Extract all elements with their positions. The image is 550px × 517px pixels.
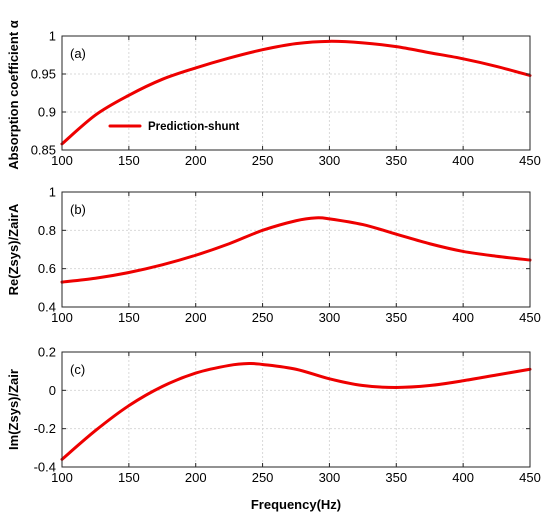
x-tick-label-2-6: 400 bbox=[452, 470, 474, 485]
plot-frame-2 bbox=[61, 351, 531, 468]
x-tick-label-0-7: 450 bbox=[519, 153, 541, 168]
y-tick-label-2-1: -0.2 bbox=[34, 421, 56, 436]
x-tick-label-2-2: 200 bbox=[185, 470, 207, 485]
plot-frame-1 bbox=[61, 191, 531, 308]
panel-label-2: (c) bbox=[70, 362, 85, 377]
plot-area-0 bbox=[62, 36, 530, 150]
series-line-1-0 bbox=[60, 216, 532, 284]
x-axis-label-2: Frequency(Hz) bbox=[251, 497, 341, 512]
x-tick-label-0-4: 300 bbox=[319, 153, 341, 168]
y-tick-label-1-2: 0.8 bbox=[38, 223, 56, 238]
x-tick-label-2-1: 150 bbox=[118, 470, 140, 485]
y-tick-label-0-0: 0.85 bbox=[31, 143, 56, 158]
x-tick-label-2-4: 300 bbox=[319, 470, 341, 485]
x-tick-label-2-7: 450 bbox=[519, 470, 541, 485]
x-tick-label-1-3: 250 bbox=[252, 310, 274, 325]
x-tick-label-1-6: 400 bbox=[452, 310, 474, 325]
x-tick-label-0-3: 250 bbox=[252, 153, 274, 168]
panel-label-0: (a) bbox=[70, 46, 86, 61]
y-axis-label-1: Re(Zsys)/ZairA bbox=[6, 203, 21, 295]
x-tick-label-1-4: 300 bbox=[319, 310, 341, 325]
x-tick-label-0-5: 350 bbox=[385, 153, 407, 168]
panel-label-1: (b) bbox=[70, 202, 86, 217]
x-tick-label-0-1: 150 bbox=[118, 153, 140, 168]
x-tick-label-0-6: 400 bbox=[452, 153, 474, 168]
legend-label-0: Prediction-shunt bbox=[148, 121, 240, 133]
y-tick-label-1-1: 0.6 bbox=[38, 261, 56, 276]
y-tick-label-0-1: 0.9 bbox=[38, 105, 56, 120]
x-tick-label-1-1: 150 bbox=[118, 310, 140, 325]
x-tick-label-0-2: 200 bbox=[185, 153, 207, 168]
y-axis-label-0: Absorption coefficient α bbox=[6, 20, 21, 170]
plot-area-2 bbox=[62, 352, 530, 467]
y-tick-label-0-3: 1 bbox=[49, 29, 56, 44]
x-tick-label-2-3: 250 bbox=[252, 470, 274, 485]
y-tick-label-0-2: 0.95 bbox=[31, 67, 56, 82]
y-tick-label-2-0: -0.4 bbox=[34, 460, 56, 475]
x-tick-label-2-0: 100 bbox=[51, 470, 73, 485]
series-line-2-0 bbox=[60, 361, 532, 461]
x-tick-label-1-0: 100 bbox=[51, 310, 73, 325]
y-tick-label-1-0: 0.4 bbox=[38, 300, 56, 315]
y-tick-label-2-2: 0 bbox=[49, 383, 56, 398]
y-tick-label-1-3: 1 bbox=[49, 185, 56, 200]
x-tick-label-1-5: 350 bbox=[385, 310, 407, 325]
x-tick-label-2-5: 350 bbox=[385, 470, 407, 485]
plot-frame-0 bbox=[61, 35, 531, 151]
series-line-0-0 bbox=[60, 39, 532, 146]
x-tick-label-1-7: 450 bbox=[519, 310, 541, 325]
y-axis-label-2: Im(Zsys)/Zair bbox=[6, 369, 21, 450]
x-tick-label-1-2: 200 bbox=[185, 310, 207, 325]
x-tick-label-0-0: 100 bbox=[51, 153, 73, 168]
y-tick-label-2-3: 0.2 bbox=[38, 345, 56, 360]
